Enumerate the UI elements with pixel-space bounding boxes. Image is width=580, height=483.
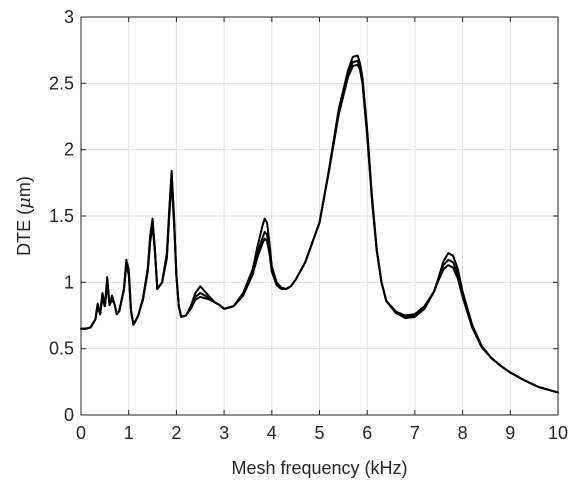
x-tick-label-7: 7 [410, 423, 420, 443]
x-tick-label-5: 5 [314, 423, 324, 443]
x-tick-label-9: 9 [505, 423, 515, 443]
grid [80, 16, 559, 416]
x-tick-label-0: 0 [76, 423, 86, 443]
y-tick-label-1: 0.5 [49, 339, 74, 359]
y-axis-label-text: DTE ( [14, 209, 34, 256]
y-axis-label: DTE (μm) [14, 176, 35, 256]
x-tick-label-3: 3 [219, 423, 229, 443]
y-axis-ticks: 0 0.5 1 1.5 2 2.5 3 [49, 7, 558, 425]
y-tick-label-2: 1 [64, 272, 74, 292]
x-axis-ticks: 0 1 2 3 4 5 6 7 8 9 10 [76, 17, 568, 443]
y-tick-label-3: 1.5 [49, 206, 74, 226]
y-tick-label-5: 2.5 [49, 73, 74, 93]
y-axis-label-mu: μ [14, 197, 35, 209]
x-tick-label-2: 2 [171, 423, 181, 443]
series-lines [80, 54, 559, 394]
x-tick-label-1: 1 [124, 423, 134, 443]
y-tick-label-0: 0 [64, 405, 74, 425]
y-axis-label-unit: m) [14, 176, 34, 197]
x-tick-label-6: 6 [362, 423, 372, 443]
y-tick-label-4: 2 [64, 140, 74, 160]
x-tick-label-4: 4 [267, 423, 277, 443]
y-tick-label-6: 3 [64, 7, 74, 27]
series-line-3 [80, 63, 559, 394]
x-axis-label: Mesh frequency (kHz) [231, 458, 407, 478]
x-tick-label-10: 10 [548, 423, 568, 443]
x-tick-label-8: 8 [458, 423, 468, 443]
